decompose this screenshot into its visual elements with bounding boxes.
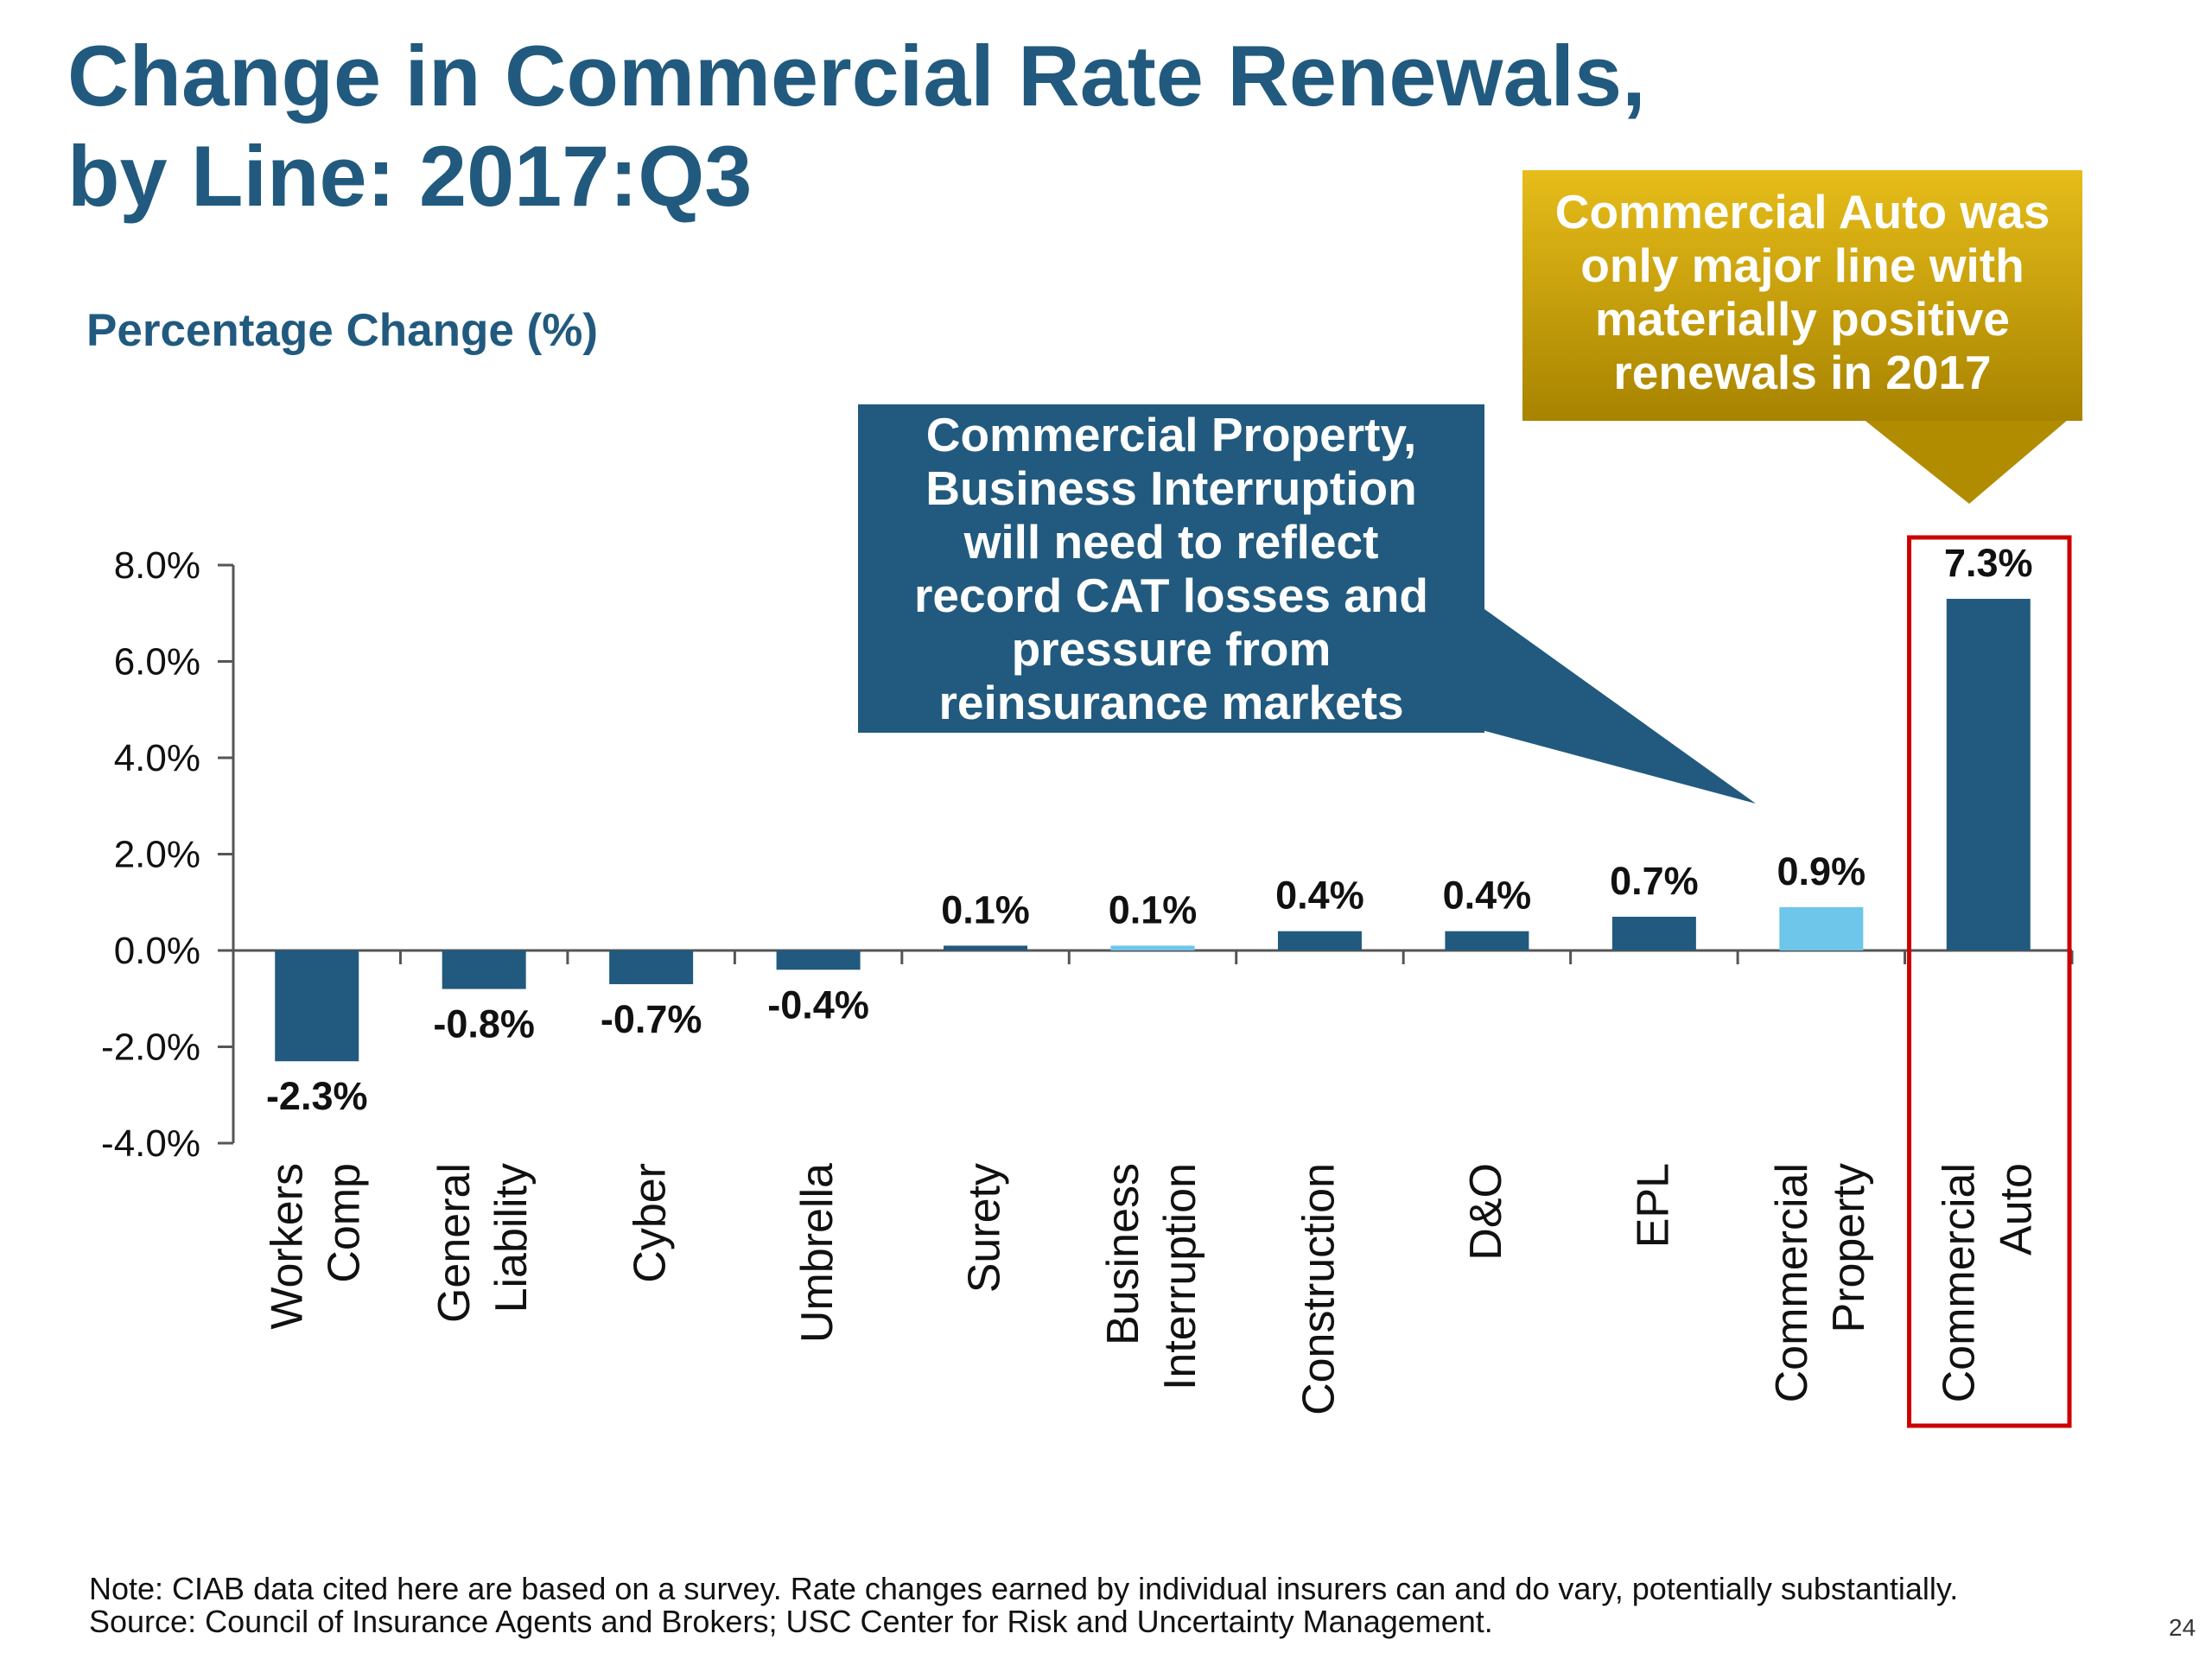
x-category-label-line: D&O: [1461, 1163, 1511, 1261]
footnote-source: Source: Council of Insurance Agents and …: [89, 1604, 1493, 1639]
data-label: -0.8%: [433, 1002, 535, 1046]
data-label: 0.1%: [941, 887, 1030, 931]
callout-right-text: Commercial Auto was only major line with…: [1554, 185, 2050, 399]
callout-left-rect: [858, 404, 1484, 733]
data-label: 0.1%: [1109, 887, 1198, 931]
highlight-rect: [1907, 535, 2072, 1428]
y-tick-label: -2.0%: [101, 1027, 200, 1069]
data-label: 0.7%: [1610, 859, 1699, 903]
bar: [442, 950, 526, 989]
bar: [609, 950, 694, 985]
data-labels: -2.3% -0.8% -0.7% -0.4% 0.1% 0.1% 0.4% 0.4% 0.7%…: [266, 541, 2033, 1118]
x-category-label-line: Auto: [1991, 1163, 2041, 1255]
data-label: 0.4%: [1275, 874, 1364, 918]
callout-left-text: Commercial Property, Business Interrupti…: [914, 408, 1428, 729]
x-category-label: Umbrella: [792, 1163, 842, 1343]
y-tick-label: 6.0%: [114, 641, 200, 683]
x-category-label: Workers Comp: [263, 1163, 370, 1330]
y-axis-title: Percentage Change (%): [86, 305, 598, 356]
x-category-label: EPL: [1628, 1163, 1678, 1248]
callout-left-pointer: [1469, 598, 1756, 804]
x-category-label-line: Construction: [1294, 1163, 1344, 1415]
x-category-label-line: Business: [1098, 1163, 1148, 1345]
page-number: 24: [2169, 1614, 2196, 1641]
x-category-label-line: Surety: [960, 1163, 1010, 1293]
x-category-label: Business Interruption: [1098, 1163, 1205, 1390]
data-label: 7.3%: [1944, 541, 2033, 585]
bar: [1445, 931, 1529, 950]
footnote: Note: CIAB data cited here are based on …: [89, 1573, 1958, 1638]
y-tick-label: 4.0%: [114, 737, 200, 779]
y-tick-label: 0.0%: [114, 930, 200, 972]
x-category-label: Construction: [1294, 1163, 1344, 1415]
bars: [275, 599, 2031, 1062]
x-category-label-line: Umbrella: [792, 1163, 842, 1343]
x-category-label: Commercial Auto: [1934, 1163, 2041, 1402]
data-label: 0.4%: [1443, 874, 1532, 918]
callout-right-rect: [1522, 170, 2082, 421]
x-category-label-line: Commercial: [1767, 1163, 1817, 1402]
x-category-label-line: Cyber: [626, 1163, 676, 1283]
x-category-label-line: Interruption: [1155, 1163, 1205, 1390]
x-tick-labels: Workers Comp General Liability Cyber Umbrella…: [263, 1163, 2042, 1415]
x-category-label-line: Commercial: [1934, 1163, 1984, 1402]
bar: [1277, 931, 1362, 950]
y-tick-label: 2.0%: [114, 834, 200, 876]
bar: [1611, 916, 1696, 950]
footnote-note: Note: CIAB data cited here are based on …: [89, 1571, 1959, 1606]
callout-right-box: [1522, 170, 2082, 504]
bar: [776, 950, 861, 970]
x-category-label-line: EPL: [1628, 1163, 1678, 1248]
bar: [1779, 906, 1864, 950]
callout-left-box: [858, 404, 1756, 804]
x-category-label: Commercial Property: [1767, 1163, 1874, 1402]
x-category-label: Surety: [960, 1163, 1010, 1293]
y-tick-label: 8.0%: [114, 544, 200, 587]
data-label: -0.7%: [601, 997, 702, 1041]
x-category-label-line: Property: [1824, 1163, 1874, 1333]
bar: [944, 945, 1028, 950]
y-tick-label: -4.0%: [101, 1122, 200, 1165]
data-label: -2.3%: [266, 1074, 368, 1118]
x-category-label-line: Comp: [320, 1163, 370, 1283]
data-label: -0.4%: [767, 982, 869, 1027]
bar: [1946, 599, 2031, 950]
bar: [1110, 945, 1195, 950]
data-label: 0.9%: [1777, 849, 1866, 893]
page-title: Change in Commercial Rate Renewals, by L…: [67, 28, 1646, 224]
bar: [275, 950, 359, 1062]
x-category-label: D&O: [1461, 1163, 1511, 1261]
x-category-label-line: Liability: [486, 1163, 537, 1313]
x-category-label-line: Workers: [263, 1163, 313, 1330]
highlight-box: [1907, 535, 2072, 1428]
x-category-label: Cyber: [626, 1163, 676, 1283]
x-category-label: General Liability: [429, 1163, 537, 1323]
x-category-label-line: General: [429, 1163, 480, 1323]
callout-right-pointer: [1858, 415, 2074, 504]
